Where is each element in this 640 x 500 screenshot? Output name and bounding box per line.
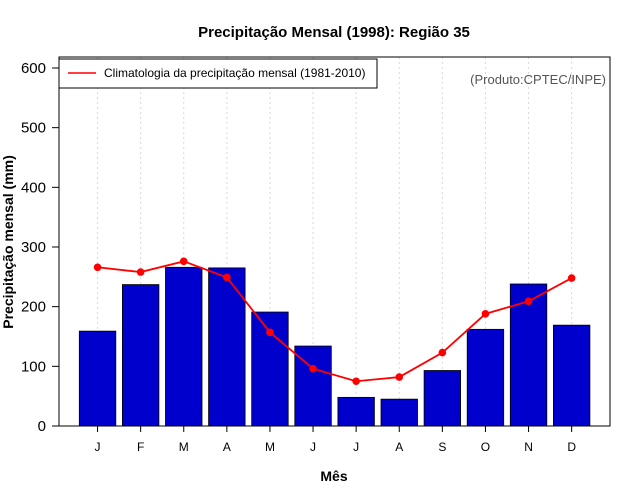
bar-7: [337, 396, 375, 427]
climatology-point-5: [266, 328, 274, 337]
x-tick-label: J: [95, 440, 101, 454]
climatology-point-8: [395, 373, 404, 381]
x-tick-label: N: [524, 440, 533, 454]
grid-lines: [97, 57, 573, 426]
climatology-point-11: [524, 297, 533, 306]
bar-9: [423, 370, 462, 427]
x-tick-label: M: [179, 440, 189, 454]
y-tick-label: 400: [21, 179, 46, 196]
x-tick-label: A: [223, 440, 231, 454]
bar-3: [165, 266, 203, 427]
bar-2: [122, 284, 160, 427]
y-tick-label: 0: [38, 418, 46, 435]
bar-4: [208, 267, 246, 427]
legend-label: Climatologia da precipitação mensal (198…: [104, 66, 365, 80]
climatology-point-12: [567, 274, 576, 282]
x-tick-label: D: [567, 440, 576, 454]
climatology-point-10: [481, 310, 490, 318]
bar-series: [78, 266, 591, 427]
bar-8: [380, 398, 418, 427]
x-tick-label: A: [395, 440, 403, 454]
bar-12: [553, 324, 591, 427]
x-axis-title: Mês: [320, 468, 347, 484]
x-tick-label: J: [310, 440, 316, 454]
x-tick-label: M: [265, 440, 275, 454]
y-tick-label: 500: [21, 120, 46, 137]
y-axis: 0 100 200 300 400 500 600: [21, 60, 60, 435]
bar-10: [466, 328, 505, 427]
x-tick-label: O: [481, 440, 490, 454]
y-tick-label: 600: [21, 60, 46, 77]
chart-title: Precipitação Mensal (1998): Região 35: [198, 24, 470, 41]
y-tick-label: 200: [21, 299, 46, 316]
y-tick-label: 100: [21, 358, 46, 375]
climatology-line-series: [93, 257, 576, 386]
climatology-point-6: [309, 364, 317, 373]
y-tick-label: 300: [21, 239, 46, 256]
climatology-point-3: [179, 257, 188, 266]
legend: Climatologia da precipitação mensal (198…: [58, 58, 378, 89]
climatology-point-2: [136, 268, 145, 276]
bar-11: [509, 283, 548, 427]
x-tick-label: S: [438, 440, 446, 454]
source-annotation: (Produto:CPTEC/INPE): [470, 72, 606, 87]
climatology-point-4: [223, 273, 231, 282]
x-tick-label: J: [353, 440, 359, 454]
climatology-point-1: [93, 263, 102, 272]
x-tick-label: F: [137, 440, 144, 454]
climatology-point-9: [438, 348, 447, 357]
legend-box: [58, 58, 378, 89]
climatology-point-7: [352, 377, 360, 386]
climatology-line: [97, 260, 573, 383]
y-axis-title: Precipitação mensal (mm): [0, 155, 16, 329]
bar-1: [78, 330, 117, 427]
